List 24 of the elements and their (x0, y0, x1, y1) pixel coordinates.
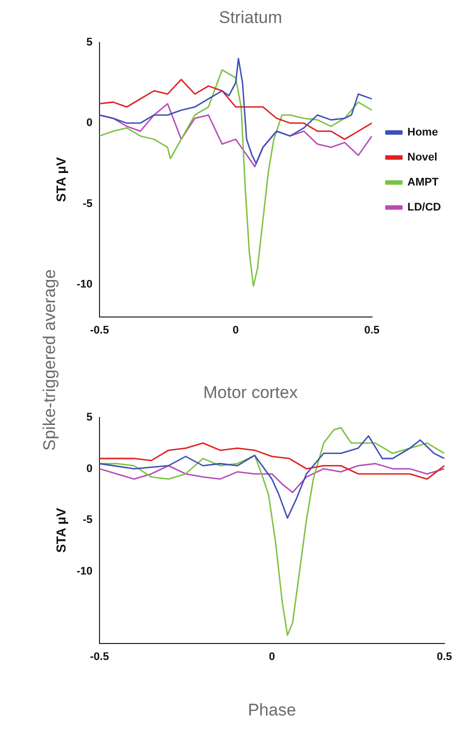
legend-label: AMPT (407, 176, 439, 189)
y-tick-label: 5 (86, 36, 92, 48)
y-axis-title: STA μV (53, 156, 68, 202)
chart-title: Motor cortex (203, 382, 298, 402)
legend-label: Novel (407, 152, 438, 164)
y-axis-title: STA μV (53, 508, 68, 553)
y-tick-label: 0 (86, 462, 92, 475)
legend-label: LD/CD (407, 202, 442, 214)
x-tick-label: -0.5 (90, 324, 109, 336)
y-tick-label: -10 (76, 566, 92, 578)
y-tick-label: 0 (86, 117, 92, 130)
x-tick-label: -0.5 (90, 651, 109, 664)
legend-label: Home (407, 126, 438, 139)
y-tick-label: -5 (82, 514, 92, 526)
x-axis-title: Phase (248, 700, 296, 720)
x-tick-label: 0.5 (436, 651, 452, 664)
y-tick-label: -10 (76, 278, 92, 291)
chart-title: Striatum (218, 8, 282, 27)
x-tick-label: 0.5 (364, 324, 380, 336)
x-tick-label: 0 (268, 651, 275, 664)
y-tick-label: -5 (82, 198, 92, 210)
text: Spike-triggered average (40, 268, 60, 453)
y-tick-label: 5 (86, 411, 92, 424)
x-tick-label: 0 (232, 324, 239, 336)
